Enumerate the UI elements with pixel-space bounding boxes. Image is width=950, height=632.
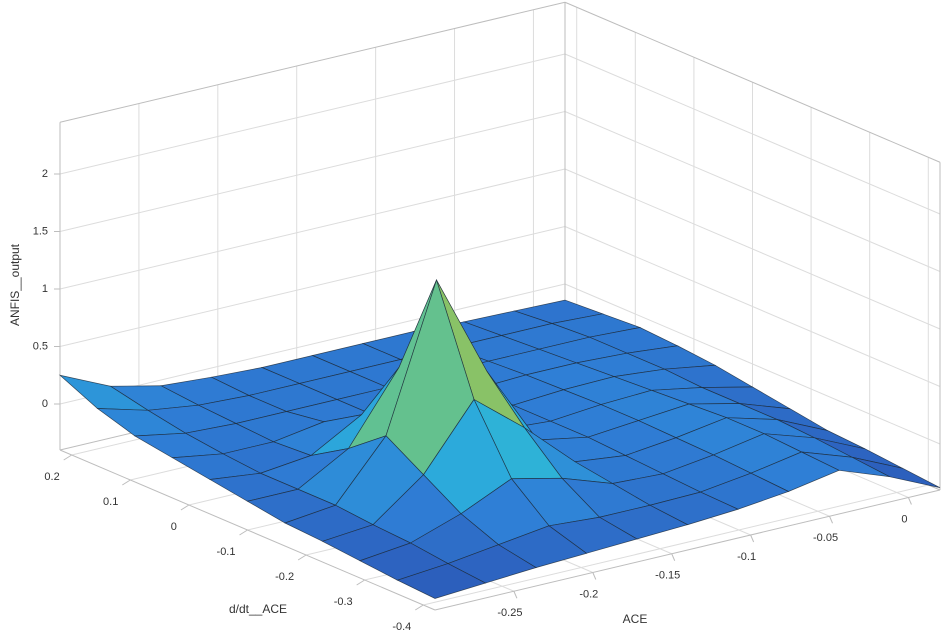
y-axis-label: d/dt__ACE <box>229 602 287 616</box>
y-tick <box>122 479 131 486</box>
wall-grid-line <box>59 53 566 175</box>
x-tick <box>907 497 912 505</box>
wall-grid-line <box>59 168 566 290</box>
y-tick-label: 0.2 <box>44 471 59 483</box>
z-axis-label: ANFIS__output <box>8 243 22 326</box>
y-tick-label: -0.4 <box>392 621 411 632</box>
y-tick-label: 0.1 <box>103 496 118 508</box>
x-tick <box>671 553 676 561</box>
x-tick-label: -0.25 <box>497 607 522 619</box>
z-tick-label: 1.5 <box>33 225 48 237</box>
box-edge <box>564 1 941 163</box>
box-edge <box>59 1 566 123</box>
x-tick-label: -0.15 <box>655 570 680 582</box>
x-tick <box>513 591 518 599</box>
x-tick <box>750 534 755 543</box>
wall-grid-line <box>59 226 566 347</box>
wall-grid-line <box>564 168 941 330</box>
y-tick <box>415 604 424 611</box>
x-tick-label: -0.05 <box>813 532 838 544</box>
x-tick <box>829 516 833 524</box>
x-tick-label: 0 <box>901 513 907 525</box>
y-tick-label: -0.2 <box>275 571 294 583</box>
x-axis-label: ACE <box>623 612 648 626</box>
z-tick-label: 0 <box>42 398 48 410</box>
y-tick-label: -0.3 <box>334 596 353 608</box>
x-tick-label: -0.2 <box>579 588 598 600</box>
x-tick <box>592 572 597 580</box>
y-tick <box>239 529 248 536</box>
wall-grid-line <box>564 53 941 215</box>
y-tick <box>63 454 72 461</box>
wall-grid-line <box>564 226 941 387</box>
z-tick-label: 0.5 <box>33 340 48 352</box>
z-tick-label: 1 <box>42 283 48 295</box>
box-edge <box>434 489 941 611</box>
y-tick-label: -0.1 <box>217 546 236 558</box>
y-tick <box>297 554 307 561</box>
floor-grid-line <box>423 484 929 606</box>
y-tick-label: 0 <box>171 521 177 533</box>
wall-grid-line <box>59 283 566 405</box>
wall-grid-line <box>564 111 941 272</box>
wall-grid-line <box>59 111 566 232</box>
y-tick <box>356 579 365 586</box>
surface-patch <box>396 563 487 599</box>
z-tick-label: 2 <box>42 168 48 180</box>
x-tick-label: -0.1 <box>737 551 756 563</box>
y-tick <box>180 504 190 511</box>
wall-grid-line <box>564 283 941 445</box>
